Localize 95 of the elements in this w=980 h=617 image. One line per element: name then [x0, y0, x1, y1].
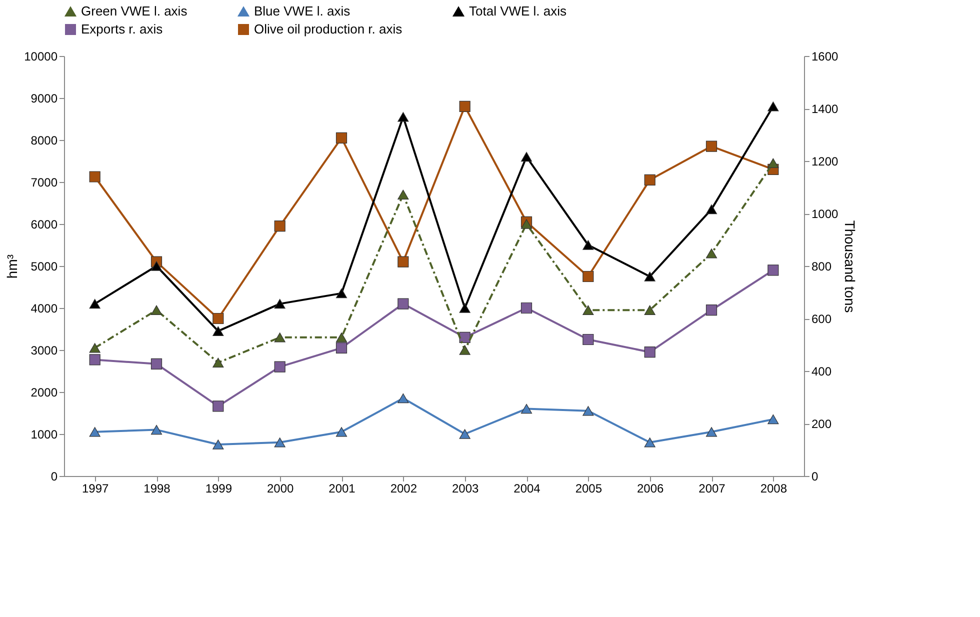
point — [398, 393, 409, 404]
point — [274, 298, 286, 309]
point — [336, 132, 348, 144]
point — [706, 427, 718, 437]
y2-tick-label: 800 — [812, 260, 832, 274]
x-tick-label: 2007 — [698, 482, 726, 496]
y-tick-label: 8000 — [30, 134, 58, 148]
point — [336, 342, 348, 354]
x-tick-label: 1997 — [82, 482, 110, 496]
y2-tick-label: 1200 — [812, 154, 839, 168]
point — [89, 171, 100, 182]
point — [274, 438, 286, 448]
point — [768, 264, 779, 276]
point — [768, 414, 779, 424]
y-tick-label: 10000 — [24, 50, 58, 64]
point — [150, 424, 162, 435]
point — [706, 204, 718, 214]
legend-label: Blue VWE l. axis — [254, 4, 351, 19]
legend-label: Olive oil production r. axis — [254, 22, 403, 36]
point — [89, 354, 100, 366]
point — [89, 343, 100, 353]
x-tick-label: 1998 — [144, 482, 171, 496]
point — [706, 140, 718, 152]
y2-tick-label: 0 — [812, 470, 818, 484]
point — [150, 358, 162, 370]
y2-tick-label: 600 — [812, 312, 832, 326]
point — [644, 272, 656, 282]
point — [336, 332, 348, 342]
legend-label: Exports r. axis — [81, 22, 164, 36]
point — [459, 303, 470, 313]
legend-label: Green VWE l. axis — [81, 4, 188, 19]
point — [520, 404, 532, 414]
point — [150, 305, 162, 315]
point — [582, 240, 594, 250]
point — [459, 429, 470, 439]
y2-axis-title: Thousand tons — [842, 220, 858, 313]
point — [768, 102, 779, 112]
y2-tick-label: 1400 — [812, 102, 839, 116]
point — [644, 346, 656, 358]
x-tick-label: 2003 — [452, 482, 480, 496]
point — [212, 440, 224, 450]
x-tick-label: 1999 — [205, 482, 232, 496]
y2-tick-label: 200 — [812, 417, 832, 431]
y2-tick-label: 1600 — [812, 50, 839, 64]
y-tick-label: 9000 — [30, 92, 58, 106]
point — [706, 304, 718, 316]
x-tick-label: 2008 — [760, 482, 788, 496]
x-tick-label: 2002 — [390, 482, 418, 496]
point — [768, 158, 779, 168]
point — [459, 345, 470, 355]
y-tick-label: 3000 — [30, 344, 58, 358]
y2-tick-label: 1000 — [812, 207, 839, 221]
y-axis-title: hm³ — [4, 254, 20, 279]
y-tick-label: 7000 — [30, 176, 58, 190]
y-tick-label: 6000 — [30, 218, 58, 232]
point — [582, 334, 594, 346]
y-tick-label: 2000 — [30, 386, 58, 400]
point — [336, 288, 348, 298]
y-tick-label: 4000 — [30, 302, 58, 316]
point — [644, 305, 656, 315]
point — [212, 312, 224, 324]
point — [212, 358, 224, 368]
point — [644, 174, 656, 186]
point — [520, 219, 532, 229]
point — [336, 427, 348, 437]
y-tick-label: 0 — [50, 470, 58, 484]
point — [212, 326, 224, 336]
point — [706, 248, 718, 258]
y2-tick-label: 400 — [812, 364, 832, 378]
point — [212, 400, 224, 412]
x-tick-label: 2001 — [328, 482, 356, 496]
point — [398, 256, 409, 268]
x-tick-label: 2005 — [575, 482, 602, 496]
point — [398, 190, 409, 200]
x-tick-label: 2006 — [636, 482, 664, 496]
y-tick-label: 5000 — [30, 260, 58, 274]
point — [582, 406, 594, 416]
x-tick-label: 2004 — [514, 482, 541, 496]
point — [459, 100, 470, 112]
point — [644, 438, 656, 448]
point — [89, 427, 100, 437]
point — [150, 261, 162, 271]
point — [582, 305, 594, 315]
y-tick-label: 1000 — [30, 428, 58, 442]
point — [274, 332, 286, 342]
x-tick-label: 2000 — [266, 482, 294, 496]
point — [274, 361, 286, 372]
point — [398, 298, 409, 310]
legend-label: Total VWE l. axis — [469, 4, 568, 19]
point — [89, 298, 100, 309]
point — [274, 220, 286, 232]
point — [520, 152, 532, 162]
point — [582, 270, 594, 282]
point — [520, 302, 532, 314]
point — [398, 112, 409, 122]
